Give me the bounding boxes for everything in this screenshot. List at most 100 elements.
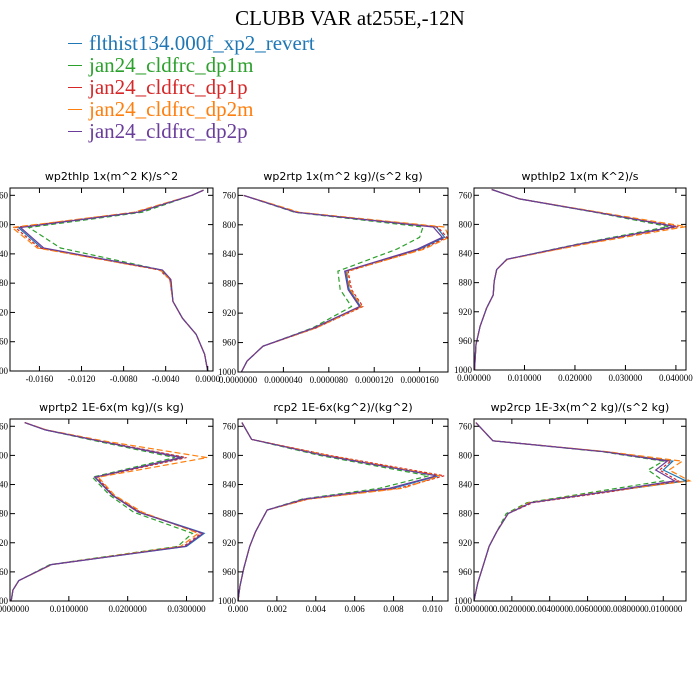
- series-line: [473, 188, 677, 371]
- x-tick-label: 0.000000: [457, 373, 491, 383]
- series-line: [10, 422, 208, 602]
- x-tick-label: 0.010: [422, 604, 443, 614]
- chart-panel: wp2rcp 1E-3x(m^2 kg)/(s^2 kg) 760 800 840 88…: [454, 401, 692, 614]
- x-tick-label: 0.008: [383, 604, 404, 614]
- panel-title: wp2rcp 1E-3x(m^2 kg)/(s^2 kg): [491, 401, 670, 414]
- y-tick-label: 1000: [454, 596, 473, 606]
- panel-title: wp2rtp 1x(m^2 kg)/(s^2 kg): [263, 170, 422, 183]
- series-line: [10, 189, 209, 372]
- series-line: [473, 188, 687, 371]
- y-tick-label: 760: [223, 421, 237, 431]
- y-tick-label: 840: [0, 249, 9, 259]
- x-tick-label: 0.0100000: [644, 604, 683, 614]
- series-line: [240, 194, 448, 373]
- x-tick-label: 0.040000: [659, 373, 693, 383]
- y-tick-label: 840: [459, 480, 473, 490]
- y-tick-label: 760: [459, 190, 473, 200]
- legend-label: jan24_cldfrc_dp1m: [89, 52, 254, 77]
- y-tick-label: 760: [0, 190, 9, 200]
- y-tick-label: 880: [223, 279, 237, 289]
- series-line: [19, 189, 209, 372]
- x-tick-label: 0.010000: [508, 373, 542, 383]
- x-tick-label: 0.0300000: [167, 604, 206, 614]
- legend-line-swatch: [68, 86, 82, 88]
- plot-frame: [473, 187, 687, 371]
- x-tick-label: 0.000: [228, 604, 249, 614]
- x-tick-label: 0.002: [267, 604, 287, 614]
- legend-item: flthist134.000f_xp2_revert: [68, 30, 315, 55]
- y-tick-label: 960: [0, 567, 9, 577]
- x-tick-label: -0.0120: [68, 374, 96, 384]
- series-line: [473, 188, 669, 371]
- x-tick-label: 0.0000160: [400, 375, 439, 385]
- y-tick-label: 800: [0, 450, 9, 460]
- x-tick-label: 0.0080000: [606, 604, 645, 614]
- y-tick-label: 760: [223, 190, 237, 200]
- y-tick-label: 920: [0, 538, 9, 548]
- series-line: [240, 194, 444, 373]
- chart-panel: wprtp2 1E-6x(m kg)/(s kg) 760 800 840 880 920…: [0, 401, 214, 614]
- x-tick-label: 0.0000: [195, 374, 220, 384]
- series-line: [237, 422, 441, 602]
- y-tick-label: 960: [223, 567, 237, 577]
- x-tick-label: 0.0100000: [50, 604, 89, 614]
- legend: flthist134.000f_xp2_revert jan24_cldfrc_…: [68, 30, 315, 143]
- legend-label: jan24_cldfrc_dp2p: [89, 118, 248, 143]
- y-tick-label: 920: [0, 307, 9, 317]
- y-tick-label: 960: [459, 336, 473, 346]
- legend-label: jan24_cldfrc_dp1p: [89, 74, 248, 99]
- plot-frame: [237, 187, 449, 373]
- chart-panel: wpthlp2 1x(m K^2)/s 760 800 840 880 920 960 100…: [454, 170, 693, 383]
- y-tick-label: 760: [0, 421, 9, 431]
- y-tick-label: 880: [0, 509, 9, 519]
- series-line: [237, 422, 437, 602]
- y-tick-label: 920: [223, 308, 237, 318]
- y-tick-label: 920: [459, 538, 473, 548]
- legend-label: flthist134.000f_xp2_revert: [89, 30, 315, 55]
- series-line: [240, 194, 450, 373]
- x-tick-label: 0.0040000: [531, 604, 570, 614]
- plot-frame: [9, 187, 214, 372]
- legend-line-swatch: [68, 108, 82, 110]
- y-tick-label: 960: [459, 567, 473, 577]
- x-tick-label: 0.0000000: [455, 604, 494, 614]
- chart-panel: rcp2 1E-6x(kg^2)/(kg^2) 760 800 840 880 920 96…: [218, 401, 449, 614]
- panel-title: wpthlp2 1x(m K^2)/s: [522, 170, 639, 183]
- series-line: [237, 422, 439, 602]
- x-tick-label: 0.006: [345, 604, 366, 614]
- series-line: [13, 189, 209, 372]
- y-tick-label: 840: [0, 480, 9, 490]
- y-tick-label: 880: [223, 509, 237, 519]
- y-tick-label: 1000: [218, 596, 237, 606]
- panel-title: wp2thlp 1x(m^2 K)/s^2: [45, 170, 178, 183]
- x-tick-label: 0.020000: [558, 373, 592, 383]
- y-tick-label: 840: [223, 249, 237, 259]
- legend-item: jan24_cldfrc_dp2m: [68, 96, 315, 121]
- chart-panel: wp2rtp 1x(m^2 kg)/(s^2 kg) 760 800 840 880 92…: [218, 170, 450, 385]
- x-tick-label: 0.0060000: [568, 604, 607, 614]
- series-line: [473, 188, 679, 371]
- y-tick-label: 1000: [218, 367, 237, 377]
- series-line: [27, 189, 209, 372]
- x-tick-label: 0.030000: [609, 373, 643, 383]
- series-line: [17, 189, 209, 372]
- x-tick-label: -0.0080: [110, 374, 138, 384]
- panel-title: wprtp2 1E-6x(m kg)/(s kg): [39, 401, 184, 414]
- y-tick-label: 1000: [0, 596, 9, 606]
- x-tick-label: 0.0000080: [310, 375, 349, 385]
- series-line: [237, 422, 445, 602]
- y-tick-label: 960: [223, 338, 237, 348]
- y-tick-label: 920: [223, 538, 237, 548]
- y-tick-label: 760: [459, 421, 473, 431]
- x-tick-label: 0.0000000: [219, 375, 258, 385]
- x-tick-label: 0.004: [306, 604, 327, 614]
- figure-title: CLUBB VAR at255E,-12N: [235, 6, 465, 30]
- x-tick-label: 0.0000120: [355, 375, 394, 385]
- y-tick-label: 800: [223, 450, 237, 460]
- x-tick-label: 0.0000000: [0, 604, 30, 614]
- x-tick-label: -0.0160: [26, 374, 54, 384]
- chart-panel: wp2thlp 1x(m^2 K)/s^2 760 800 840 880 920 960 1…: [0, 170, 221, 384]
- legend-label: jan24_cldfrc_dp2m: [89, 96, 254, 121]
- series-line: [10, 422, 194, 602]
